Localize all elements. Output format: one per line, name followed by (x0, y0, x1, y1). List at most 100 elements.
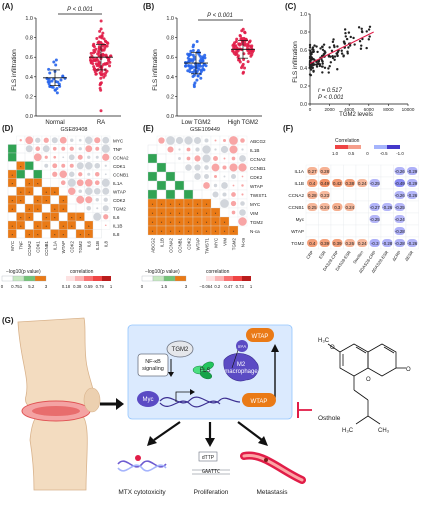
a-point (95, 37, 99, 41)
heat-circle (76, 179, 84, 187)
heat-circle (212, 191, 219, 198)
heat-cell-star: * (37, 207, 39, 212)
d-legend-right-title: correlation (70, 269, 94, 275)
f-cell-value: 0.27 (308, 169, 317, 174)
c-point (317, 60, 321, 63)
heat-circle (104, 164, 107, 167)
heat-circle (78, 189, 83, 194)
f-legend-tick: 0 (366, 151, 369, 156)
f-cell-value: 0.39 (320, 241, 329, 246)
heat-circle (62, 156, 65, 159)
f-cell (343, 188, 357, 202)
heat-circle (35, 137, 41, 143)
a-point (47, 77, 51, 81)
b-point (188, 70, 192, 74)
b-point (195, 40, 199, 44)
f-cell (405, 200, 419, 214)
f-cell-value-shape (394, 227, 405, 235)
heat-circle (94, 180, 100, 186)
heat-cell-star: * (188, 220, 190, 225)
heat-circle (203, 182, 210, 189)
heat-cell-lower (174, 171, 185, 182)
heat-cell-lower (33, 186, 43, 196)
b-point (201, 67, 205, 71)
f-legend-swatch (335, 145, 348, 149)
b-point (192, 83, 196, 87)
heat-cell-star: * (28, 190, 30, 195)
heat-circle (60, 180, 66, 186)
a-point (93, 58, 97, 62)
c-point (367, 28, 371, 31)
c-points (308, 25, 374, 77)
e-heatmap: ABCG2 ABCG2 IL1B IL1B CCNA2 CCNA2 CCNB1 CCNB1 CD… (147, 135, 267, 254)
c-point (316, 62, 320, 65)
heat-cell-star: * (45, 224, 47, 229)
heat-cell-star: * (224, 229, 226, 234)
heat-circle (214, 175, 217, 178)
b-point (192, 57, 196, 61)
heat-cell-star: * (188, 229, 190, 234)
heat-circle (103, 197, 108, 202)
heat-row-label: MYC (113, 138, 124, 143)
legend-tick-p: 3 (185, 284, 188, 289)
heat-circle (229, 145, 238, 154)
c-xtick-label: 0 (309, 107, 312, 112)
heat-cell-star: * (28, 207, 30, 212)
heat-circle (93, 212, 102, 221)
heat-circle (195, 147, 200, 152)
f-cell-value-shape (307, 191, 318, 199)
heat-circle (94, 171, 100, 177)
tgm2-node (166, 340, 194, 358)
b-axes: 0.0 0.2 0.4 0.6 0.8 1.0 (166, 16, 262, 120)
f-cell-value-shape (344, 239, 355, 247)
f-row-label: CCNA2 (288, 193, 304, 198)
heat-cell-lower (67, 229, 77, 239)
heat-cell-star: * (215, 211, 217, 216)
heat-circle (78, 172, 83, 177)
heat-cell-star: * (206, 211, 208, 216)
f-legend-tick: 0.5 (348, 151, 355, 156)
a-point (92, 45, 96, 49)
heat-circle (69, 171, 75, 177)
outcome-metastasis: Metastasis (256, 489, 288, 496)
c-xlabel: TGM2 levels (339, 112, 373, 118)
heat-cell-star: * (79, 232, 81, 237)
c-point (330, 49, 334, 53)
legend-swatch-corr (206, 276, 215, 281)
wtap-top-node (246, 328, 274, 342)
c-point (348, 44, 352, 47)
heat-circle (241, 193, 244, 196)
outcome-mtx: MTX cytotoxicity (118, 489, 166, 496)
a-point (109, 54, 113, 58)
f-cell-value-shape (344, 179, 355, 187)
heat-col-label: TGM2 (231, 237, 236, 250)
f-cell-value-shape (307, 167, 318, 175)
f-cell (355, 224, 369, 238)
heat-circle (222, 192, 227, 197)
heat-cell-star: * (179, 202, 181, 207)
c-point (353, 43, 356, 46)
c-point (322, 43, 326, 46)
heat-col-label: MYC (10, 241, 15, 251)
heat-row-label: IL6 (113, 215, 120, 220)
c-point (315, 45, 318, 48)
legend-swatch-p (174, 275, 187, 282)
e-title: GSE109449 (190, 127, 220, 133)
a-point (101, 52, 105, 56)
heat-cell-star: * (45, 198, 47, 203)
b-point (232, 46, 236, 50)
c-point (324, 51, 327, 54)
heat-circle (84, 136, 93, 145)
b-ytick-label: 0.8 (166, 36, 174, 42)
c-point (343, 28, 347, 31)
heat-row-label: TNF (113, 147, 122, 152)
heat-circle (229, 163, 238, 172)
f-cell-value: -0.25 (370, 181, 381, 186)
f-cell-value-shape (332, 239, 343, 247)
heat-circle (240, 201, 245, 206)
f-cell-value: 0.28 (308, 193, 317, 198)
c-point (322, 53, 325, 56)
b-point (247, 40, 251, 44)
heat-circle (175, 136, 184, 145)
